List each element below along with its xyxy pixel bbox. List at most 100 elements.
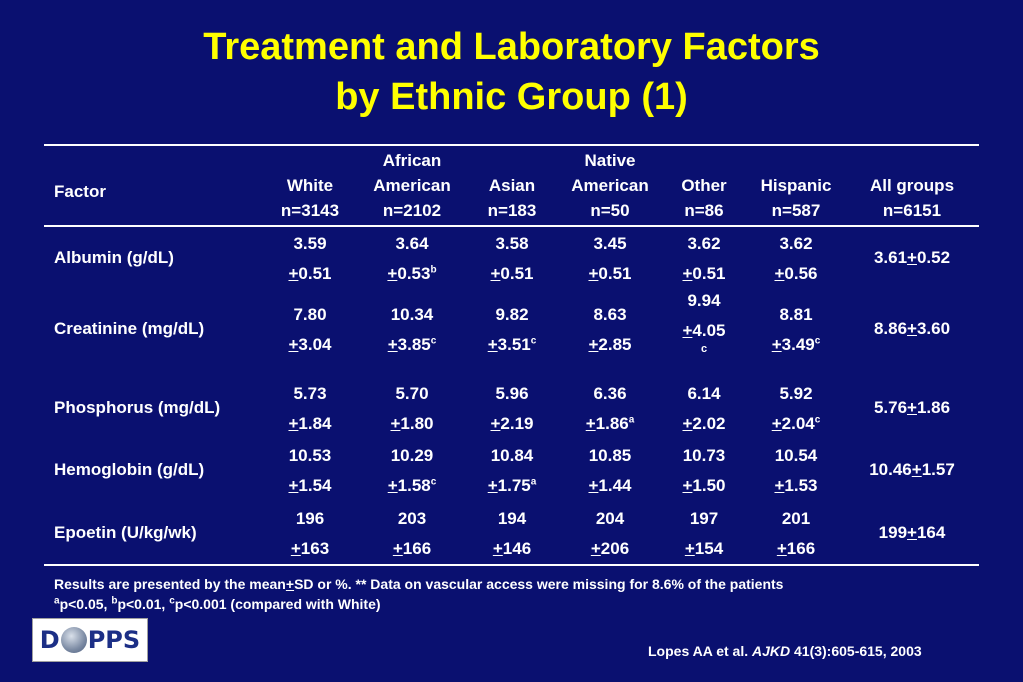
significance-mark: b xyxy=(430,264,437,276)
cell-sd: +2.02 xyxy=(649,412,759,436)
header-line-3: n=183 xyxy=(487,201,537,220)
significance-mark: c xyxy=(530,335,537,347)
cell-mean: 10.73 xyxy=(682,446,726,465)
sd-value: 1.58 xyxy=(397,476,431,495)
header-line-2: All groups xyxy=(869,176,955,195)
cell-mean: 204 xyxy=(595,509,625,528)
cell-all-groups: 3.61+0.52 xyxy=(857,246,967,270)
pm-sign: + xyxy=(585,414,596,433)
cell-mean: 197 xyxy=(689,509,719,528)
cell-mean: 3.58 xyxy=(495,234,529,253)
pm-sign: + xyxy=(907,319,917,338)
cell-mean: 8.63 xyxy=(593,305,627,324)
footnote-1: Results are presented by the mean+SD or … xyxy=(54,575,783,593)
sd-value: 2.02 xyxy=(692,414,726,433)
all-mean: 3.61 xyxy=(873,248,908,267)
header-line-2: White xyxy=(286,176,334,195)
pm-sign: + xyxy=(492,539,503,558)
significance-mark: c xyxy=(430,476,437,488)
pm-sign: + xyxy=(390,414,401,433)
header-line-2: American xyxy=(571,176,649,195)
sd-value: 146 xyxy=(502,539,532,558)
cell-mean: 6.14 xyxy=(687,384,721,403)
cell-mean: 6.36 xyxy=(593,384,627,403)
footnote-1-part-a: Results are presented by the mean xyxy=(54,576,286,592)
cell-mean: 194 xyxy=(497,509,527,528)
cell-sd: +0.53b xyxy=(357,262,467,286)
cell-sd: +1.80 xyxy=(357,412,467,436)
cell-sd: +1.58c xyxy=(357,474,467,498)
sd-value: 2.19 xyxy=(500,414,534,433)
pm-sign: + xyxy=(771,335,782,354)
row-factor: Phosphorus (mg/dL) xyxy=(54,398,221,417)
header-line-2: Asian xyxy=(488,176,536,195)
cell-mean: 10.34 xyxy=(390,305,434,324)
cell-sd: +206 xyxy=(555,537,665,561)
pm-sign: + xyxy=(288,264,299,283)
cell-mean: 203 xyxy=(397,509,427,528)
pm-sign: + xyxy=(588,476,599,495)
sd-value: 1.86 xyxy=(595,414,629,433)
sd-value: 166 xyxy=(402,539,432,558)
cell-mean: 196 xyxy=(295,509,325,528)
sd-value: 0.51 xyxy=(598,264,632,283)
all-mean: 5.76 xyxy=(873,398,908,417)
significance-mark: a xyxy=(628,414,635,426)
cell-all-groups: 10.46+1.57 xyxy=(857,458,967,482)
cell-mean: 10.84 xyxy=(490,446,534,465)
pm-sign: + xyxy=(387,476,398,495)
cell-sd: +3.49c xyxy=(741,333,851,357)
header-line-3: n=2102 xyxy=(382,201,442,220)
sup-b: b xyxy=(111,595,118,607)
sd-value: 3.49 xyxy=(781,335,815,354)
pm-sign: + xyxy=(907,248,917,267)
cell-mean: 201 xyxy=(781,509,811,528)
sd-value: 0.56 xyxy=(784,264,818,283)
cell-sd: +1.50 xyxy=(649,474,759,498)
sd-value: 163 xyxy=(300,539,330,558)
citation-journal: AJKD xyxy=(751,643,791,659)
sd-value: 0.51 xyxy=(692,264,726,283)
cell-sd: +2.85 xyxy=(555,333,665,357)
header-line-1: Native xyxy=(584,151,636,170)
sup-a: a xyxy=(54,595,60,607)
sd-value: 0.51 xyxy=(500,264,534,283)
cell-mean: 10.85 xyxy=(588,446,632,465)
pm-sign: + xyxy=(588,335,599,354)
footnote-2-b: p<0.01, xyxy=(117,596,170,612)
sd-value: 1.44 xyxy=(598,476,632,495)
all-sd: 0.52 xyxy=(916,248,951,267)
table-bottom-rule xyxy=(44,564,979,566)
header-line-3: n=50 xyxy=(590,201,630,220)
sup-c: c xyxy=(169,595,175,607)
header-factor: Factor xyxy=(54,182,106,201)
header-line-1: African xyxy=(382,151,442,170)
pm-sign: + xyxy=(490,264,501,283)
cell-mean: 5.70 xyxy=(395,384,429,403)
cell-mean: 10.54 xyxy=(774,446,818,465)
pm-sign: + xyxy=(771,414,782,433)
header-line-2: Hispanic xyxy=(760,176,832,195)
pm-sign: + xyxy=(907,523,917,542)
cell-sd: +3.51c xyxy=(457,333,567,357)
pm-sign: + xyxy=(487,476,498,495)
cell-sd: +3.04 xyxy=(255,333,365,357)
sd-value: 154 xyxy=(694,539,724,558)
slide-title: Treatment and Laboratory Factors by Ethn… xyxy=(0,22,1023,122)
cell-sd: +1.44 xyxy=(555,474,665,498)
sd-value: 1.80 xyxy=(400,414,434,433)
sd-value: 2.04 xyxy=(781,414,815,433)
cell-sd: +3.85c xyxy=(357,333,467,357)
header-line-3: n=3143 xyxy=(280,201,340,220)
sd-value: 4.05 xyxy=(692,321,726,340)
footnote-2-c: p<0.001 (compared with White) xyxy=(174,596,381,612)
cell-sd: +163 xyxy=(255,537,365,561)
pm-sign: + xyxy=(487,335,498,354)
pm-sign: + xyxy=(776,539,787,558)
pm-sign: + xyxy=(387,335,398,354)
pm-sign: + xyxy=(682,414,693,433)
cell-mean: 3.64 xyxy=(395,234,429,253)
header-line-3: n=86 xyxy=(684,201,724,220)
pm-sign: + xyxy=(387,264,398,283)
logo-text-left: D xyxy=(39,626,60,654)
